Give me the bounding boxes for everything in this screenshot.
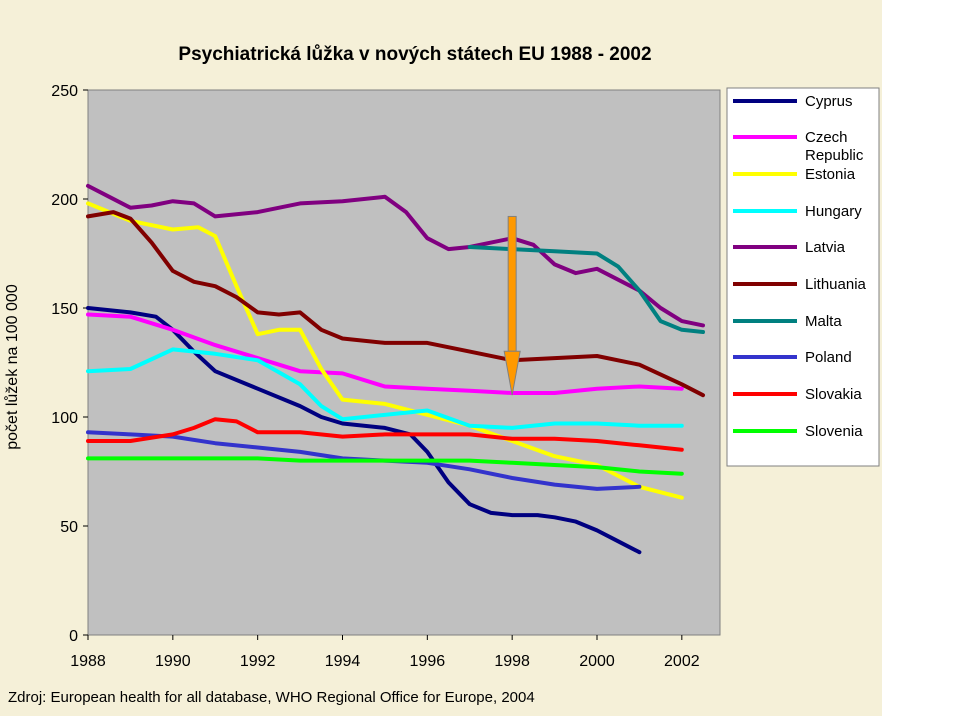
y-tick-label: 200 — [51, 192, 78, 209]
y-tick-label: 250 — [51, 83, 78, 100]
x-tick-label: 1996 — [410, 653, 446, 670]
y-tick-label: 150 — [51, 301, 78, 318]
x-tick-label: 2000 — [579, 653, 615, 670]
legend-label: Lithuania — [805, 276, 867, 293]
right-margin — [882, 0, 960, 716]
x-tick-label: 1994 — [325, 653, 361, 670]
legend-label: Hungary — [805, 203, 862, 220]
y-ticks: 0 50 100 150 200 250 — [51, 83, 88, 645]
x-tick-label: 1992 — [240, 653, 276, 670]
series-line-slovakia — [86, 417, 684, 452]
x-tick-label: 1998 — [494, 653, 530, 670]
source-note: Zdroj: European health for all database,… — [8, 689, 535, 706]
series-line-latvia — [86, 183, 705, 328]
legend-label: Poland — [805, 349, 852, 366]
series-line-malta — [467, 245, 705, 334]
legend-label: Cyprus — [805, 93, 853, 110]
x-ticks: 1988 1990 1992 1994 1996 1998 2000 2002 — [70, 635, 700, 670]
y-axis-label: počet lůžek na 100 000 — [3, 284, 21, 450]
series-line-czech-republic — [86, 312, 684, 395]
legend-box — [726, 87, 880, 467]
legend-label: Latvia — [805, 239, 846, 256]
legend: Cyprus Czech Republic Estonia Hungary Latvia L… — [726, 87, 880, 467]
series-line-slovenia — [86, 456, 684, 476]
series-line-lithuania — [86, 210, 705, 398]
legend-label: Estonia — [805, 166, 856, 183]
legend-label: Malta — [805, 313, 842, 330]
series-line-estonia — [86, 201, 684, 500]
annotation-arrow — [503, 215, 521, 396]
arrow-shaft — [507, 215, 517, 352]
arrow-head — [503, 350, 521, 396]
y-tick-label: 100 — [51, 410, 78, 427]
x-tick-label: 1988 — [70, 653, 106, 670]
x-tick-label: 2002 — [664, 653, 700, 670]
chart-title: Psychiatrická lůžka v nových státech EU … — [178, 44, 651, 65]
series-lines — [86, 183, 705, 555]
y-tick-label: 0 — [69, 628, 78, 645]
legend-label: Slovakia — [805, 386, 862, 403]
legend-label: Slovenia — [805, 423, 863, 440]
x-tick-label: 1990 — [155, 653, 191, 670]
plot-area — [87, 89, 721, 636]
legend-label: Czech Republic — [805, 129, 864, 164]
y-tick-label: 50 — [60, 519, 78, 536]
series-line-hungary — [86, 347, 684, 430]
